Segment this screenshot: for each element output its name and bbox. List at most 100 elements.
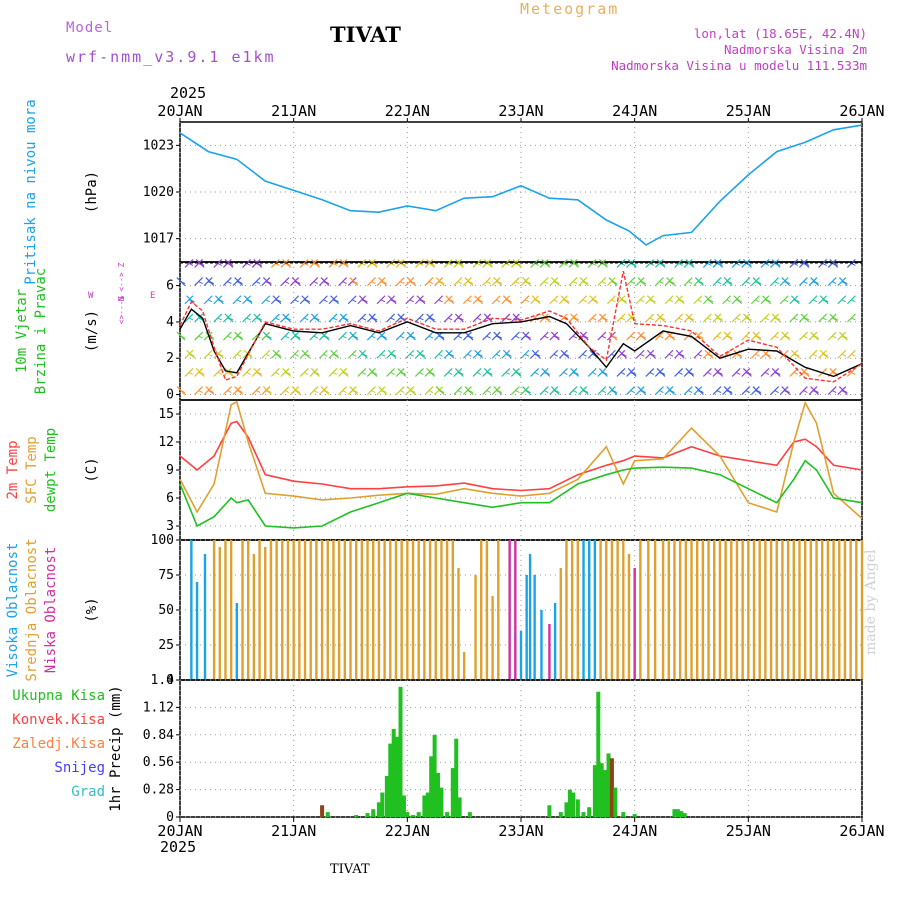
cloud-bar [764, 540, 767, 680]
cloud-bar [713, 540, 716, 680]
wind-barb-flag [313, 390, 319, 393]
y-tick-label: 9 [166, 463, 174, 478]
wind-barb-flag [699, 335, 704, 339]
wind-barb-flag [447, 371, 453, 375]
cloud-bar [491, 596, 494, 680]
wind-barb-flag [831, 281, 837, 285]
wind-barb-flag [687, 281, 693, 285]
cloud-bar [377, 540, 381, 680]
precip-bar [320, 805, 325, 817]
wind-barb-flag [803, 335, 808, 339]
wind-barb-flag [275, 317, 280, 321]
cloud-bar [718, 540, 722, 680]
y-axis-label: Niska Oblacnost [43, 547, 59, 673]
wind-barb-flag [236, 353, 242, 357]
cloud-bar [366, 540, 369, 680]
wind-barb-flag [332, 263, 338, 266]
y-axis-unit: (%) [84, 597, 100, 622]
cloud-bar [343, 540, 347, 680]
y-tick-label: 0.28 [143, 783, 174, 798]
cloud-bar [610, 540, 614, 680]
wind-barb-flag [294, 353, 299, 357]
precip-bar [571, 792, 576, 817]
wind-barb-flag [843, 390, 848, 393]
wind-barb-flag [430, 371, 435, 375]
y-tick-label: 4 [166, 315, 174, 330]
wind-barb-flag [323, 299, 328, 303]
cloud-bar [190, 540, 193, 680]
cloud-bar [411, 540, 415, 680]
wind-barb-flag [449, 353, 455, 357]
y-tick-label: 0 [166, 673, 174, 688]
y-tick-label: 1023 [143, 138, 174, 153]
wind-barb-flag [399, 335, 405, 339]
wind-barb-flag [447, 317, 453, 321]
cloud-bar [337, 540, 341, 680]
wind-barb-flag [313, 335, 319, 339]
cloud-bar [218, 547, 221, 680]
wind-barb-flag [774, 335, 779, 339]
cloud-bar [792, 540, 795, 680]
wind-barb-flag [419, 263, 424, 266]
cloud-bar [224, 540, 227, 680]
wind-barb-flag [831, 335, 837, 339]
wind-barb-flag [745, 281, 751, 285]
cloud-bar [855, 540, 858, 680]
wind-barb-flag [804, 263, 810, 266]
wind-barb-flag [267, 390, 272, 393]
cloud-bar [406, 540, 409, 680]
compass-north: N <--> Z [117, 263, 126, 302]
wind-barb-flag [324, 390, 330, 393]
wind-barb-flag [716, 390, 722, 393]
wind-barb-flag [447, 263, 453, 266]
wind-barb-flag [390, 263, 395, 266]
wind-barb-flag [572, 390, 578, 393]
x-tick-label-bottom: 23JAN [498, 822, 543, 840]
series-line-1 [179, 270, 863, 383]
wind-barb-flag [812, 353, 818, 357]
wind-barb-flag [439, 281, 445, 285]
precip-bar [445, 812, 450, 817]
wind-barb-flag [814, 335, 819, 339]
wind-barb-flag [593, 299, 599, 303]
series-line-0 [179, 124, 863, 246]
precip-bar [621, 812, 626, 817]
cloud-bar [809, 540, 813, 680]
wind-barb-flag [459, 371, 464, 375]
wind-barb-flag [555, 335, 560, 339]
cloud-bar [622, 540, 625, 680]
wind-barb-flag [707, 371, 712, 375]
wind-barb-flag [342, 390, 347, 393]
wind-barb-flag [649, 371, 655, 375]
wind-barb-flag [219, 353, 224, 357]
precip-bar [467, 812, 472, 817]
y-tick-label: 1.12 [143, 700, 174, 715]
wind-barb-flag [659, 390, 664, 393]
wind-barb-flag [305, 353, 311, 357]
wind-barb-flag [343, 371, 349, 375]
wind-barb-flag [351, 353, 357, 357]
cloud-bar [821, 540, 824, 680]
wind-barb-flag [678, 263, 683, 266]
wind-barb-flag [380, 353, 386, 357]
wind-barb-flag [303, 371, 309, 375]
panel-precipitation: 0 0.28 0.56 0.84 1.12 1.4 Ukupna Kisa Konvek.Ki… [12, 673, 863, 825]
precip-bar [581, 812, 586, 817]
wind-barb-flag [631, 371, 637, 375]
wind-barb-flag [545, 371, 551, 375]
station-title: TIVAT [330, 22, 401, 47]
cloud-bar [326, 540, 329, 680]
wind-barb-flag [535, 299, 541, 303]
cloud-bar [838, 540, 841, 680]
precip-bar [613, 787, 618, 817]
wind-barb-flag [428, 390, 434, 393]
wind-barb-flag [315, 263, 320, 266]
precip-bar [439, 787, 444, 817]
wind-barb-flag [257, 263, 263, 266]
wind-barb-flag [603, 317, 608, 321]
precip-bar [450, 768, 455, 817]
cloud-bar [332, 540, 335, 680]
wind-barb-flag [823, 353, 829, 357]
model-name: wrf-nmm_v3.9.1 e1km [66, 48, 276, 66]
wind-barb-flag [755, 299, 760, 303]
